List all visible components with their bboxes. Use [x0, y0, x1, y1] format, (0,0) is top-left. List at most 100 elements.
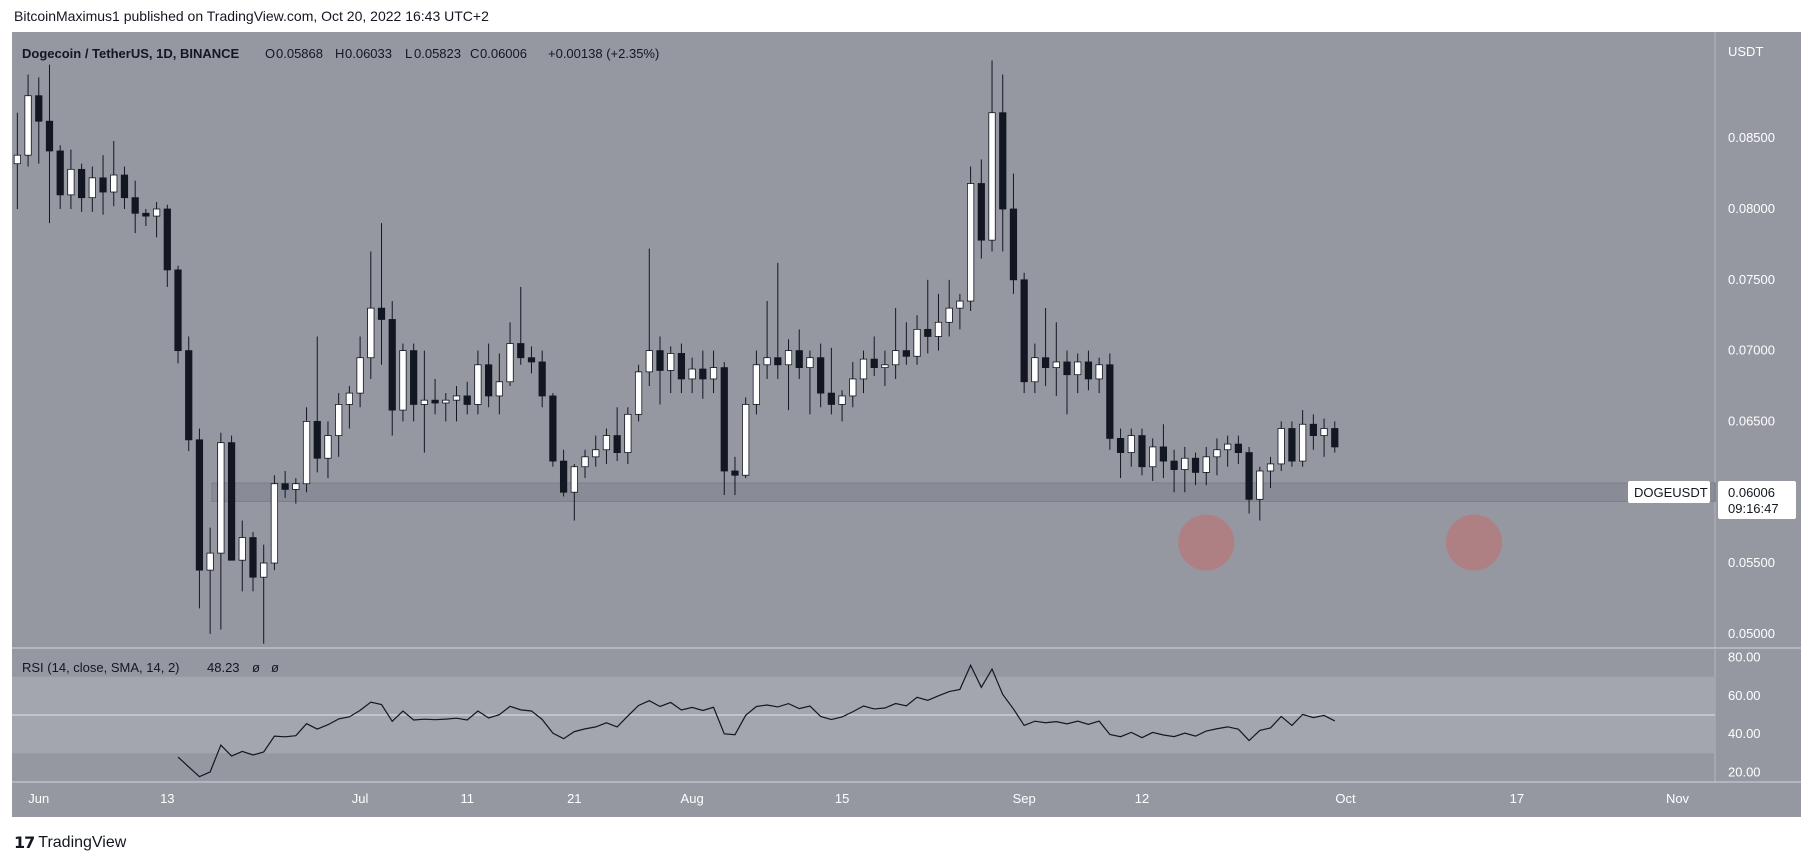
candle[interactable] [249, 531, 257, 592]
candle[interactable] [99, 155, 107, 215]
candle[interactable] [302, 407, 311, 493]
candle[interactable] [56, 145, 64, 210]
symbol-legend[interactable]: Dogecoin / TetherUS, 1D, BINANCE [22, 46, 240, 61]
candle[interactable] [185, 336, 193, 452]
price-scale-bg[interactable] [1715, 32, 1801, 648]
candle[interactable] [217, 432, 225, 630]
candle[interactable] [324, 421, 332, 479]
candle[interactable] [270, 475, 279, 571]
candle[interactable] [1074, 353, 1082, 394]
candle[interactable] [45, 64, 54, 224]
candle[interactable] [485, 343, 493, 408]
candle[interactable] [1309, 414, 1317, 450]
candle[interactable] [110, 141, 118, 207]
candle[interactable] [1299, 410, 1307, 467]
candle[interactable] [442, 393, 450, 422]
candle[interactable] [313, 336, 321, 473]
candle[interactable] [549, 393, 557, 467]
candle[interactable] [163, 204, 171, 287]
candle[interactable] [1170, 449, 1178, 493]
candle[interactable] [1234, 435, 1242, 464]
candle[interactable] [817, 343, 825, 408]
candle[interactable] [827, 347, 835, 415]
candle[interactable] [1084, 350, 1093, 391]
candle[interactable] [581, 449, 589, 479]
candle[interactable] [838, 390, 846, 422]
candle[interactable] [806, 350, 814, 415]
candle[interactable] [206, 527, 214, 634]
candle[interactable] [731, 456, 739, 496]
footer-brand[interactable]: 𝟭𝟳 TradingView [14, 833, 126, 853]
candle[interactable] [913, 315, 921, 365]
candle[interactable] [377, 223, 386, 365]
candle[interactable] [24, 74, 32, 167]
candle[interactable] [677, 343, 686, 394]
candle[interactable] [399, 343, 407, 422]
candle[interactable] [345, 386, 353, 429]
candle[interactable] [1106, 353, 1114, 450]
candle[interactable] [624, 407, 632, 464]
candle[interactable] [709, 350, 718, 394]
candle[interactable] [88, 166, 96, 212]
candle[interactable] [1288, 421, 1296, 467]
candle[interactable] [752, 350, 761, 415]
candle[interactable] [227, 435, 236, 561]
candle[interactable] [1224, 435, 1232, 467]
candle[interactable] [1052, 322, 1060, 396]
candle[interactable] [152, 201, 161, 238]
candle[interactable] [645, 248, 653, 387]
candle[interactable] [495, 353, 503, 415]
candle[interactable] [1041, 308, 1050, 387]
candle[interactable] [859, 350, 868, 394]
candle[interactable] [463, 381, 471, 415]
candle[interactable] [763, 301, 771, 379]
candle[interactable] [1213, 438, 1221, 476]
candle[interactable] [656, 336, 664, 405]
candle[interactable] [1031, 343, 1039, 394]
candle[interactable] [881, 350, 889, 387]
candle[interactable] [142, 209, 150, 227]
candle[interactable] [1149, 438, 1157, 481]
candle[interactable] [966, 166, 975, 311]
candle[interactable] [849, 361, 857, 408]
time-axis-bg[interactable] [12, 782, 1801, 817]
candle[interactable] [1063, 350, 1071, 415]
candle[interactable] [13, 112, 21, 210]
author-name[interactable]: BitcoinMaximus1 [14, 8, 120, 24]
candle[interactable] [335, 393, 343, 457]
candle[interactable] [1009, 173, 1018, 294]
candle[interactable] [870, 336, 878, 377]
candle[interactable] [506, 322, 514, 387]
candle[interactable] [945, 279, 953, 337]
candle[interactable] [1138, 428, 1146, 476]
candle[interactable] [774, 262, 782, 379]
rsi-legend[interactable]: RSI (14, close, SMA, 14, 2) [22, 660, 180, 675]
candle[interactable] [388, 301, 396, 436]
candle[interactable] [999, 74, 1007, 252]
candle[interactable] [977, 159, 985, 259]
candle[interactable] [1191, 452, 1200, 486]
candle[interactable] [956, 293, 964, 330]
candle[interactable] [517, 286, 525, 365]
candle[interactable] [1127, 428, 1135, 467]
candle[interactable] [688, 357, 696, 394]
candle[interactable] [35, 77, 43, 164]
candle[interactable] [1159, 424, 1168, 479]
candle[interactable] [174, 265, 182, 364]
candle[interactable] [613, 407, 621, 462]
candle[interactable] [602, 428, 611, 464]
candle[interactable] [1181, 446, 1189, 493]
candle[interactable] [452, 386, 461, 422]
candle[interactable] [195, 428, 204, 609]
candle[interactable] [78, 163, 86, 212]
candle[interactable] [784, 339, 793, 411]
candle[interactable] [527, 346, 536, 374]
candle[interactable] [720, 361, 728, 496]
candle[interactable] [474, 350, 482, 415]
candle[interactable] [1095, 357, 1103, 394]
candle[interactable] [1256, 466, 1264, 521]
candle[interactable] [410, 343, 418, 422]
price-pane[interactable] [12, 32, 1715, 648]
candle[interactable] [892, 308, 900, 379]
